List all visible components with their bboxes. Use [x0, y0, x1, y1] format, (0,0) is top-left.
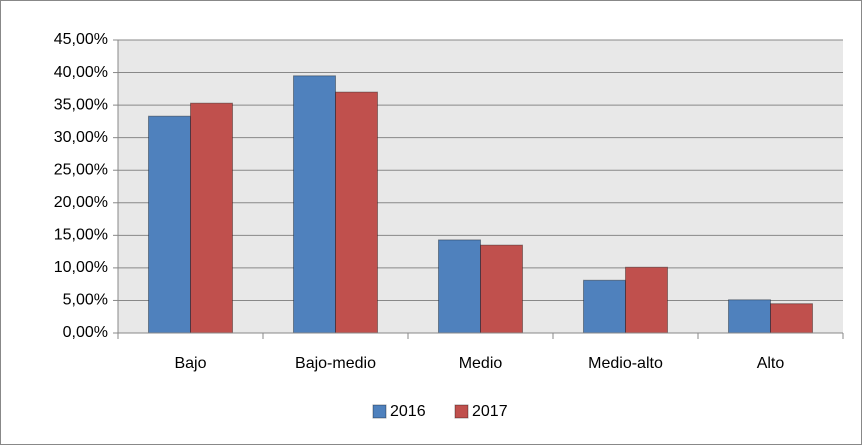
- y-tick-label: 45,00%: [54, 31, 108, 48]
- y-tick-label: 35,00%: [54, 96, 108, 113]
- bar: [190, 102, 233, 334]
- bar: [728, 299, 771, 334]
- x-tick-label: Alto: [757, 355, 785, 372]
- y-tick-label: 5,00%: [63, 292, 108, 309]
- x-tick-label: Medio-alto: [588, 355, 663, 372]
- bar: [335, 91, 378, 334]
- bar: [583, 279, 626, 334]
- y-tick-label: 30,00%: [54, 129, 108, 146]
- bar: [625, 266, 668, 334]
- bar: [438, 239, 481, 334]
- x-tick-label: Bajo: [174, 355, 206, 372]
- legend-label: 2017: [472, 403, 508, 420]
- y-tick-label: 15,00%: [54, 227, 108, 244]
- y-tick-label: 25,00%: [54, 161, 108, 178]
- y-tick-label: 40,00%: [54, 64, 108, 81]
- y-tick-label: 0,00%: [63, 324, 108, 341]
- x-tick-label: Medio: [459, 355, 503, 372]
- x-tick-label: Bajo-medio: [295, 355, 376, 372]
- bar: [148, 115, 191, 334]
- legend-label: 2016: [390, 403, 426, 420]
- legend-swatch: [454, 404, 469, 419]
- bar: [480, 244, 523, 334]
- legend-swatch: [372, 404, 387, 419]
- bar: [293, 75, 336, 334]
- y-tick-label: 20,00%: [54, 194, 108, 211]
- y-tick-label: 10,00%: [54, 259, 108, 276]
- bar: [770, 303, 813, 334]
